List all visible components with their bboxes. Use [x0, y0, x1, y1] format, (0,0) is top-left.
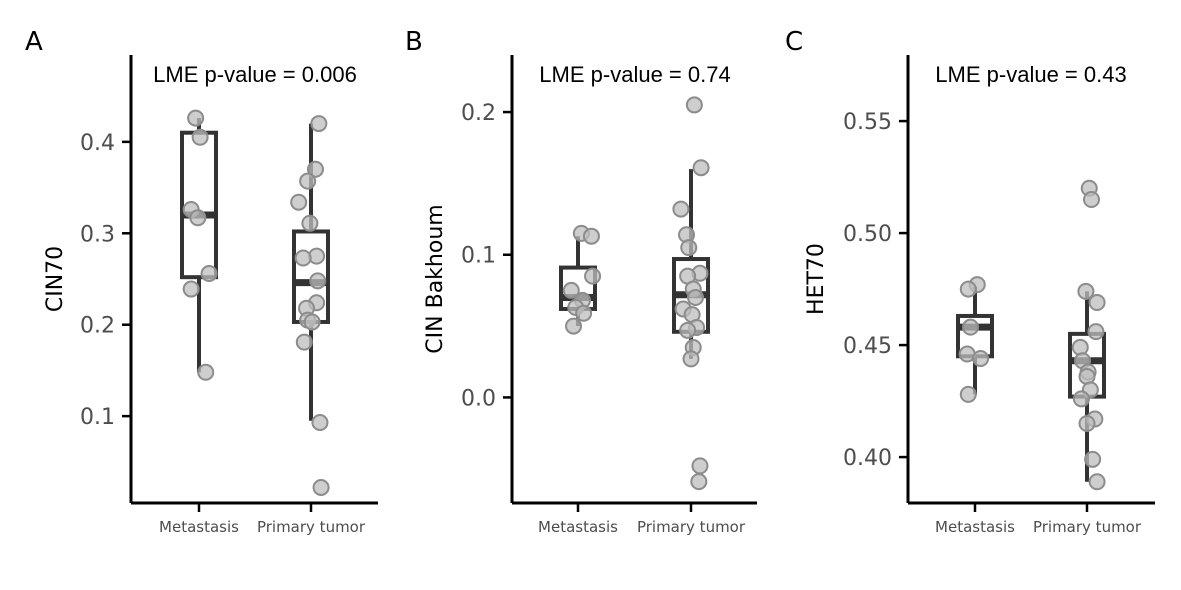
data-point [692, 159, 710, 177]
data-point [972, 350, 990, 368]
data-point [306, 160, 324, 178]
data-point [682, 350, 700, 368]
y-tick-label: 0.4 [80, 131, 115, 156]
data-point [1082, 190, 1100, 208]
panel-tag: C [785, 27, 803, 57]
data-point [685, 96, 703, 114]
data-point [189, 209, 207, 227]
data-point [690, 473, 708, 491]
y-axis-title: HET70 [804, 243, 829, 315]
data-point [565, 317, 583, 335]
data-point [680, 239, 698, 257]
data-point [959, 385, 977, 403]
y-tick-label: 0.0 [461, 386, 496, 411]
data-point [1072, 390, 1090, 408]
panel-tag: A [25, 27, 43, 57]
data-point [310, 115, 328, 133]
panel-a: A CIN70 0.1 0.2 0.3 0.4 Metastasis Primary tumo… [25, 27, 378, 536]
data-point [1087, 323, 1105, 341]
p-value-annotation: LME p-value = 0.43 [935, 62, 1126, 87]
data-point [1084, 450, 1102, 468]
data-point [962, 318, 980, 336]
data-point [672, 200, 690, 218]
data-point [562, 281, 580, 299]
data-point [679, 321, 697, 339]
data-point [290, 193, 308, 211]
y-tick-label: 0.50 [843, 222, 892, 247]
panel-b: B CIN Bakhoum 0.0 0.1 0.2 Metastasis Primary t… [405, 27, 757, 536]
y-tick-label: 0.2 [80, 314, 115, 339]
y-tick-label: 0.55 [843, 110, 892, 135]
p-value-annotation: LME p-value = 0.006 [153, 62, 357, 87]
x-tick-label: Primary tumor [257, 518, 366, 536]
data-point [686, 289, 704, 307]
data-point [1088, 473, 1106, 491]
data-point [182, 280, 200, 298]
y-axis-title: CIN70 [43, 246, 68, 312]
data-point [1077, 282, 1095, 300]
x-tick-label: Metastasis [935, 518, 1015, 536]
data-point [959, 280, 977, 298]
data-point [312, 478, 330, 496]
y-tick-label: 0.45 [843, 334, 892, 359]
x-tick-label: Metastasis [159, 518, 239, 536]
boxplot [180, 118, 218, 373]
x-tick-label: Primary tumor [637, 518, 746, 536]
boxplot [956, 286, 994, 395]
data-point [575, 304, 593, 322]
data-point [301, 214, 319, 232]
data-point [191, 128, 209, 146]
panel-c: C HET70 0.40 0.45 0.50 0.55 Metastasis Primary … [785, 27, 1155, 536]
x-tick-label: Metastasis [538, 518, 618, 536]
y-tick-label: 0.2 [461, 101, 496, 126]
data-point [309, 272, 327, 290]
data-point [584, 267, 602, 285]
data-point [1078, 414, 1096, 432]
y-axis-title: CIN Bakhoum [423, 204, 448, 353]
data-point [311, 414, 329, 432]
data-point [582, 227, 600, 245]
x-tick-label: Primary tumor [1033, 518, 1142, 536]
y-tick-label: 0.3 [80, 222, 115, 247]
data-point [1088, 294, 1106, 312]
data-point [303, 313, 321, 331]
p-value-annotation: LME p-value = 0.74 [539, 62, 730, 87]
y-tick-label: 0.1 [80, 405, 115, 430]
data-point [691, 457, 709, 475]
y-tick-label: 0.40 [843, 446, 892, 471]
panel-tag: B [405, 27, 423, 57]
data-point [294, 249, 312, 267]
data-point [187, 109, 205, 127]
data-point [295, 333, 313, 351]
data-point [197, 363, 215, 381]
data-point [299, 172, 317, 190]
data-point [200, 265, 218, 283]
y-tick-label: 0.1 [461, 244, 496, 269]
